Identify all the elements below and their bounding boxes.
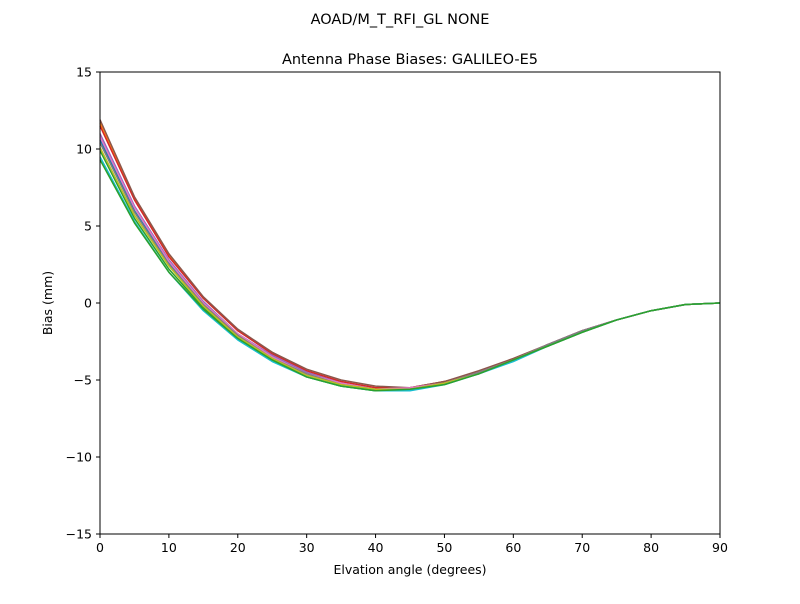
series-line-7 [99,136,721,390]
series-line-1 [99,139,721,390]
y-tick-label: 0 [84,296,92,311]
x-tick-label: 60 [505,540,521,555]
series-line-6 [99,119,721,389]
y-tick-label: −10 [66,450,92,465]
x-tick-label: 10 [161,540,177,555]
series-line-3 [99,150,721,392]
x-tick-label: 20 [230,540,246,555]
series-line-2 [99,122,721,389]
figure-suptitle: AOAD/M_T_RFI_GL NONE [311,12,490,28]
x-tick-label: 30 [299,540,315,555]
series-line-4 [99,125,721,389]
series-line-11 [99,159,721,392]
series-line-10 [99,156,721,392]
x-axis-label: Elvation angle (degrees) [333,562,486,577]
x-axis: 0 10 20 30 40 50 60 70 80 90 [96,534,728,555]
series-line-5 [99,133,721,390]
y-tick-label: −15 [66,527,92,542]
y-tick-label: −5 [74,373,92,388]
x-tick-label: 0 [96,540,104,555]
series-line-9 [99,147,721,390]
series-line-8 [99,142,721,390]
y-tick-label: 5 [84,219,92,234]
x-tick-label: 80 [643,540,659,555]
y-axis: −15 −10 −5 0 5 10 15 [66,65,100,542]
y-tick-label: 10 [76,142,92,157]
x-tick-label: 90 [712,540,728,555]
chart-title: Antenna Phase Biases: GALILEO-E5 [282,52,538,68]
y-axis-label: Bias (mm) [40,271,55,335]
series-layer [99,119,721,392]
x-tick-label: 70 [574,540,590,555]
y-tick-label: 15 [76,65,92,80]
x-tick-label: 40 [368,540,384,555]
plot-frame [99,71,721,535]
x-tick-label: 50 [436,540,452,555]
